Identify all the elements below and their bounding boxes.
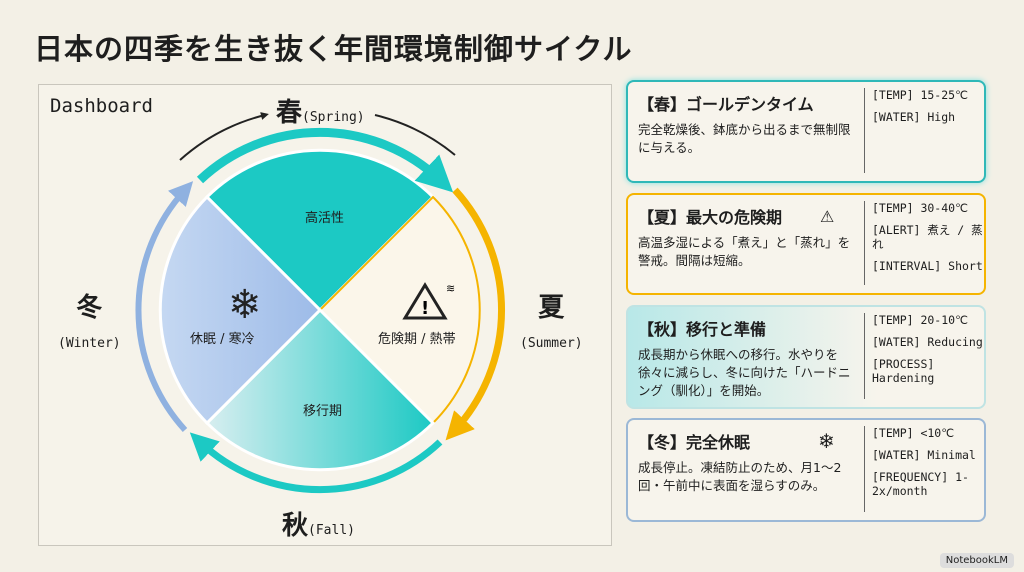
spring-wedge <box>204 148 436 313</box>
dashboard-label: Dashboard <box>50 95 153 117</box>
fall-label: 移行期 <box>303 404 343 419</box>
summer-card: 【夏】最大の危険期 ⚠ 高温多湿による「煮え」と「蒸れ」を警戒。間隔は短縮。 [TE… <box>626 193 986 295</box>
spring-title: 春(Spring) <box>276 98 365 128</box>
spring-label: 高活性 <box>305 211 345 226</box>
fall-arrow <box>189 432 443 494</box>
fall-card: 【秋】移行と準備 成長期から休眠への移行。水やりを徐々に減らし、冬に向けた「ハード… <box>626 305 986 409</box>
page-title: 日本の四季を生き抜く年間環境制御サイクル <box>34 32 633 66</box>
warning-icon: ⚠ <box>820 206 835 226</box>
winter-arrow <box>135 181 194 433</box>
summer-title: 夏 (Summer) <box>520 293 583 351</box>
watermark: NotebookLM <box>939 553 1014 568</box>
winter-card: 【冬】完全休眠 ❄ 成長停止。凍結防止のため、月1～2回・午前中に表面を湿らすのみ。… <box>626 418 986 522</box>
summer-arrow <box>445 187 506 441</box>
spring-arrow <box>196 127 454 193</box>
summer-wedge <box>318 195 481 425</box>
winter-title: 冬 (Winter) <box>58 293 121 351</box>
season-wheel: ❄ !≋ <box>135 112 506 494</box>
spring-card: 【春】ゴールデンタイム 完全乾燥後、鉢底から出るまで無制限に与える。 [TEMP]… <box>626 80 986 183</box>
snowflake-icon: ❄ <box>818 429 835 453</box>
svg-text:≋: ≋ <box>446 282 455 295</box>
warning-heat-icon: !≋ <box>402 282 455 320</box>
fall-wedge <box>204 307 436 472</box>
winter-wedge <box>158 194 323 426</box>
winter-label: 休眠 / 寒冷 <box>190 332 255 347</box>
summer-label: 危険期 / 熱帯 <box>378 332 456 347</box>
fall-title: 秋(Fall) <box>282 511 355 541</box>
svg-text:!: ! <box>421 298 429 319</box>
snowflake-icon: ❄ <box>228 282 262 328</box>
